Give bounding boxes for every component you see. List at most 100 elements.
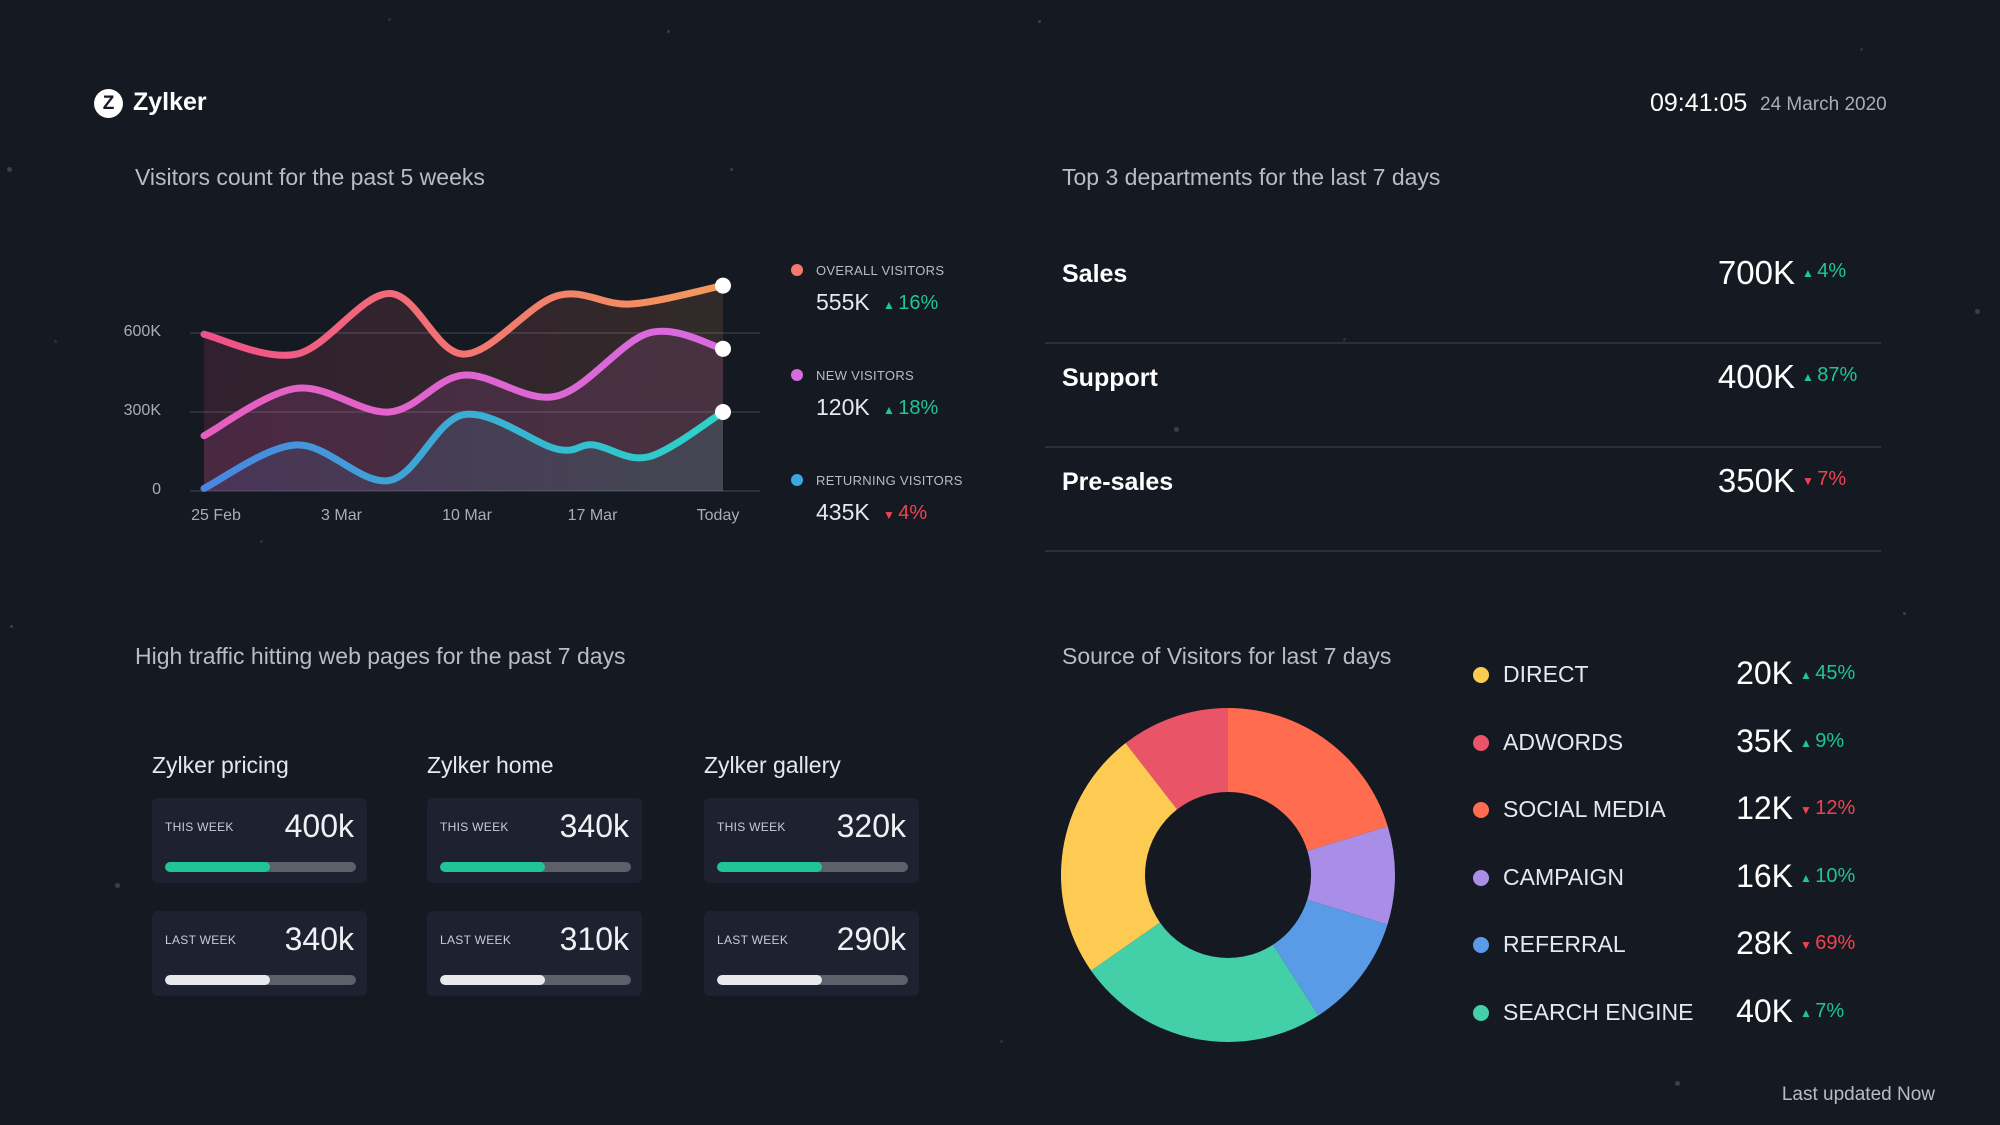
trend-up-icon: ▲ — [883, 403, 899, 417]
card-value: 290k — [836, 921, 906, 957]
department-name: Pre-sales — [1062, 468, 1174, 496]
series-line — [200, 282, 727, 359]
source-dot — [1473, 1005, 1489, 1021]
donut-slice-social-media[interactable] — [1228, 708, 1388, 851]
source-dot — [1473, 667, 1489, 683]
department-name: Sales — [1062, 260, 1128, 288]
page-name: Zylker gallery — [704, 752, 841, 778]
change-percent: 12% — [1815, 797, 1856, 820]
change-percent: 18% — [898, 397, 939, 419]
change-percent: 4% — [898, 502, 928, 524]
donut-slice-search-engine[interactable] — [1091, 922, 1319, 1042]
progress-fill — [717, 862, 823, 872]
change-percent: 4% — [1817, 260, 1847, 282]
change-percent: 69% — [1815, 932, 1856, 955]
department-row[interactable]: Support 400K ▲ 87% — [1045, 342, 1881, 448]
last-updated: Last updated Now — [1781, 1084, 1935, 1105]
card-label: THIS WEEK — [165, 820, 234, 834]
last-week-card[interactable]: LAST WEEK 340k — [152, 911, 367, 996]
y-tick-label: 600K — [123, 323, 161, 340]
card-value: 340k — [284, 921, 354, 957]
trend-up-icon: ▲ — [883, 298, 899, 312]
progress-fill — [440, 975, 546, 985]
card-value: 310k — [559, 921, 629, 957]
sources-donut-chart — [1061, 708, 1395, 1042]
department-row[interactable]: Sales 700K ▲ 4% — [1045, 238, 1881, 344]
zylker-logo: Z — [94, 89, 123, 118]
source-name: REFERRAL — [1503, 931, 1626, 958]
brand-name: Zylker — [133, 88, 207, 116]
y-tick-label: 0 — [152, 481, 161, 498]
donut-slice-campaign[interactable] — [1307, 826, 1395, 925]
legend-change: ▲ 16% — [883, 292, 938, 315]
series-line — [200, 408, 727, 492]
source-value: 40K — [1736, 993, 1793, 1029]
departments-title: Top 3 departments for the last 7 days — [1062, 164, 1441, 190]
trend-up-icon: ▲ — [1800, 870, 1816, 885]
card-label: LAST WEEK — [165, 933, 237, 947]
this-week-card[interactable]: THIS WEEK 320k — [704, 798, 919, 883]
source-name: DIRECT — [1503, 661, 1589, 687]
progress-fill — [440, 862, 546, 872]
visitors-title: Visitors count for the past 5 weeks — [135, 164, 485, 190]
source-change: ▲ 45% — [1800, 662, 1855, 685]
x-tick-label: 3 Mar — [321, 507, 362, 524]
legend-dot — [791, 264, 803, 276]
legend-change: ▼ 4% — [883, 502, 927, 525]
change-percent: 9% — [1815, 729, 1845, 752]
source-value: 20K — [1736, 655, 1793, 691]
series-end-point[interactable] — [715, 340, 731, 357]
donut-slice-referral[interactable] — [1272, 899, 1388, 1016]
department-row[interactable]: Pre-sales 350K ▼ 7% — [1045, 446, 1881, 552]
last-week-card[interactable]: LAST WEEK 290k — [704, 911, 919, 996]
progress-fill — [717, 975, 823, 985]
card-value: 340k — [559, 808, 629, 844]
legend-value: 435K — [816, 499, 870, 525]
this-week-card[interactable]: THIS WEEK 340k — [427, 798, 642, 883]
trend-down-icon: ▼ — [1802, 474, 1818, 488]
source-dot — [1473, 734, 1489, 751]
change-percent: 87% — [1817, 364, 1858, 386]
source-change: ▲ 9% — [1800, 730, 1844, 753]
last-week-card[interactable]: LAST WEEK 310k — [427, 911, 642, 996]
progress-fill — [165, 975, 271, 985]
trend-up-icon: ▲ — [1802, 370, 1818, 384]
this-week-card[interactable]: THIS WEEK 400k — [152, 798, 367, 883]
department-value: 700K — [1717, 254, 1795, 291]
series-line — [200, 327, 727, 440]
source-value: 28K — [1736, 925, 1793, 962]
card-label: LAST WEEK — [440, 933, 512, 947]
donut-slice-direct[interactable] — [1061, 743, 1178, 971]
trend-up-icon: ▲ — [1800, 1006, 1816, 1020]
legend-value: 120K — [816, 394, 870, 420]
department-value: 350K — [1717, 462, 1795, 499]
clock-time: 09:41:05 — [1650, 89, 1748, 117]
legend-dot — [791, 474, 803, 486]
source-dot — [1473, 802, 1489, 819]
series-end-point[interactable] — [715, 277, 731, 294]
visitors-chart — [190, 277, 760, 492]
change-percent: 16% — [898, 292, 939, 314]
trend-up-icon: ▲ — [1802, 266, 1818, 280]
card-label: THIS WEEK — [717, 820, 786, 834]
source-name: ADWORDS — [1503, 728, 1624, 755]
trend-down-icon: ▼ — [1800, 938, 1816, 953]
trend-down-icon: ▼ — [883, 508, 899, 522]
legend-label: OVERALL VISITORS — [816, 263, 945, 278]
series-end-point[interactable] — [715, 404, 731, 420]
legend-label: RETURNING VISITORS — [816, 473, 963, 488]
legend-dot — [791, 369, 803, 381]
progress-bar — [717, 975, 908, 985]
department-name: Support — [1062, 364, 1158, 392]
department-change: ▲ 87% — [1802, 364, 1857, 387]
y-tick-label: 300K — [123, 402, 161, 419]
x-tick-label: 25 Feb — [191, 507, 241, 524]
x-tick-label: 10 Mar — [442, 507, 492, 524]
source-name: CAMPAIGN — [1503, 863, 1624, 890]
source-change: ▲ 7% — [1800, 1000, 1844, 1023]
sources-title: Source of Visitors for last 7 days — [1062, 643, 1392, 669]
source-name: SOCIAL MEDIA — [1503, 796, 1666, 823]
progress-fill — [165, 862, 271, 872]
donut-slice-adwords[interactable] — [1125, 708, 1228, 810]
source-value: 35K — [1736, 722, 1793, 759]
